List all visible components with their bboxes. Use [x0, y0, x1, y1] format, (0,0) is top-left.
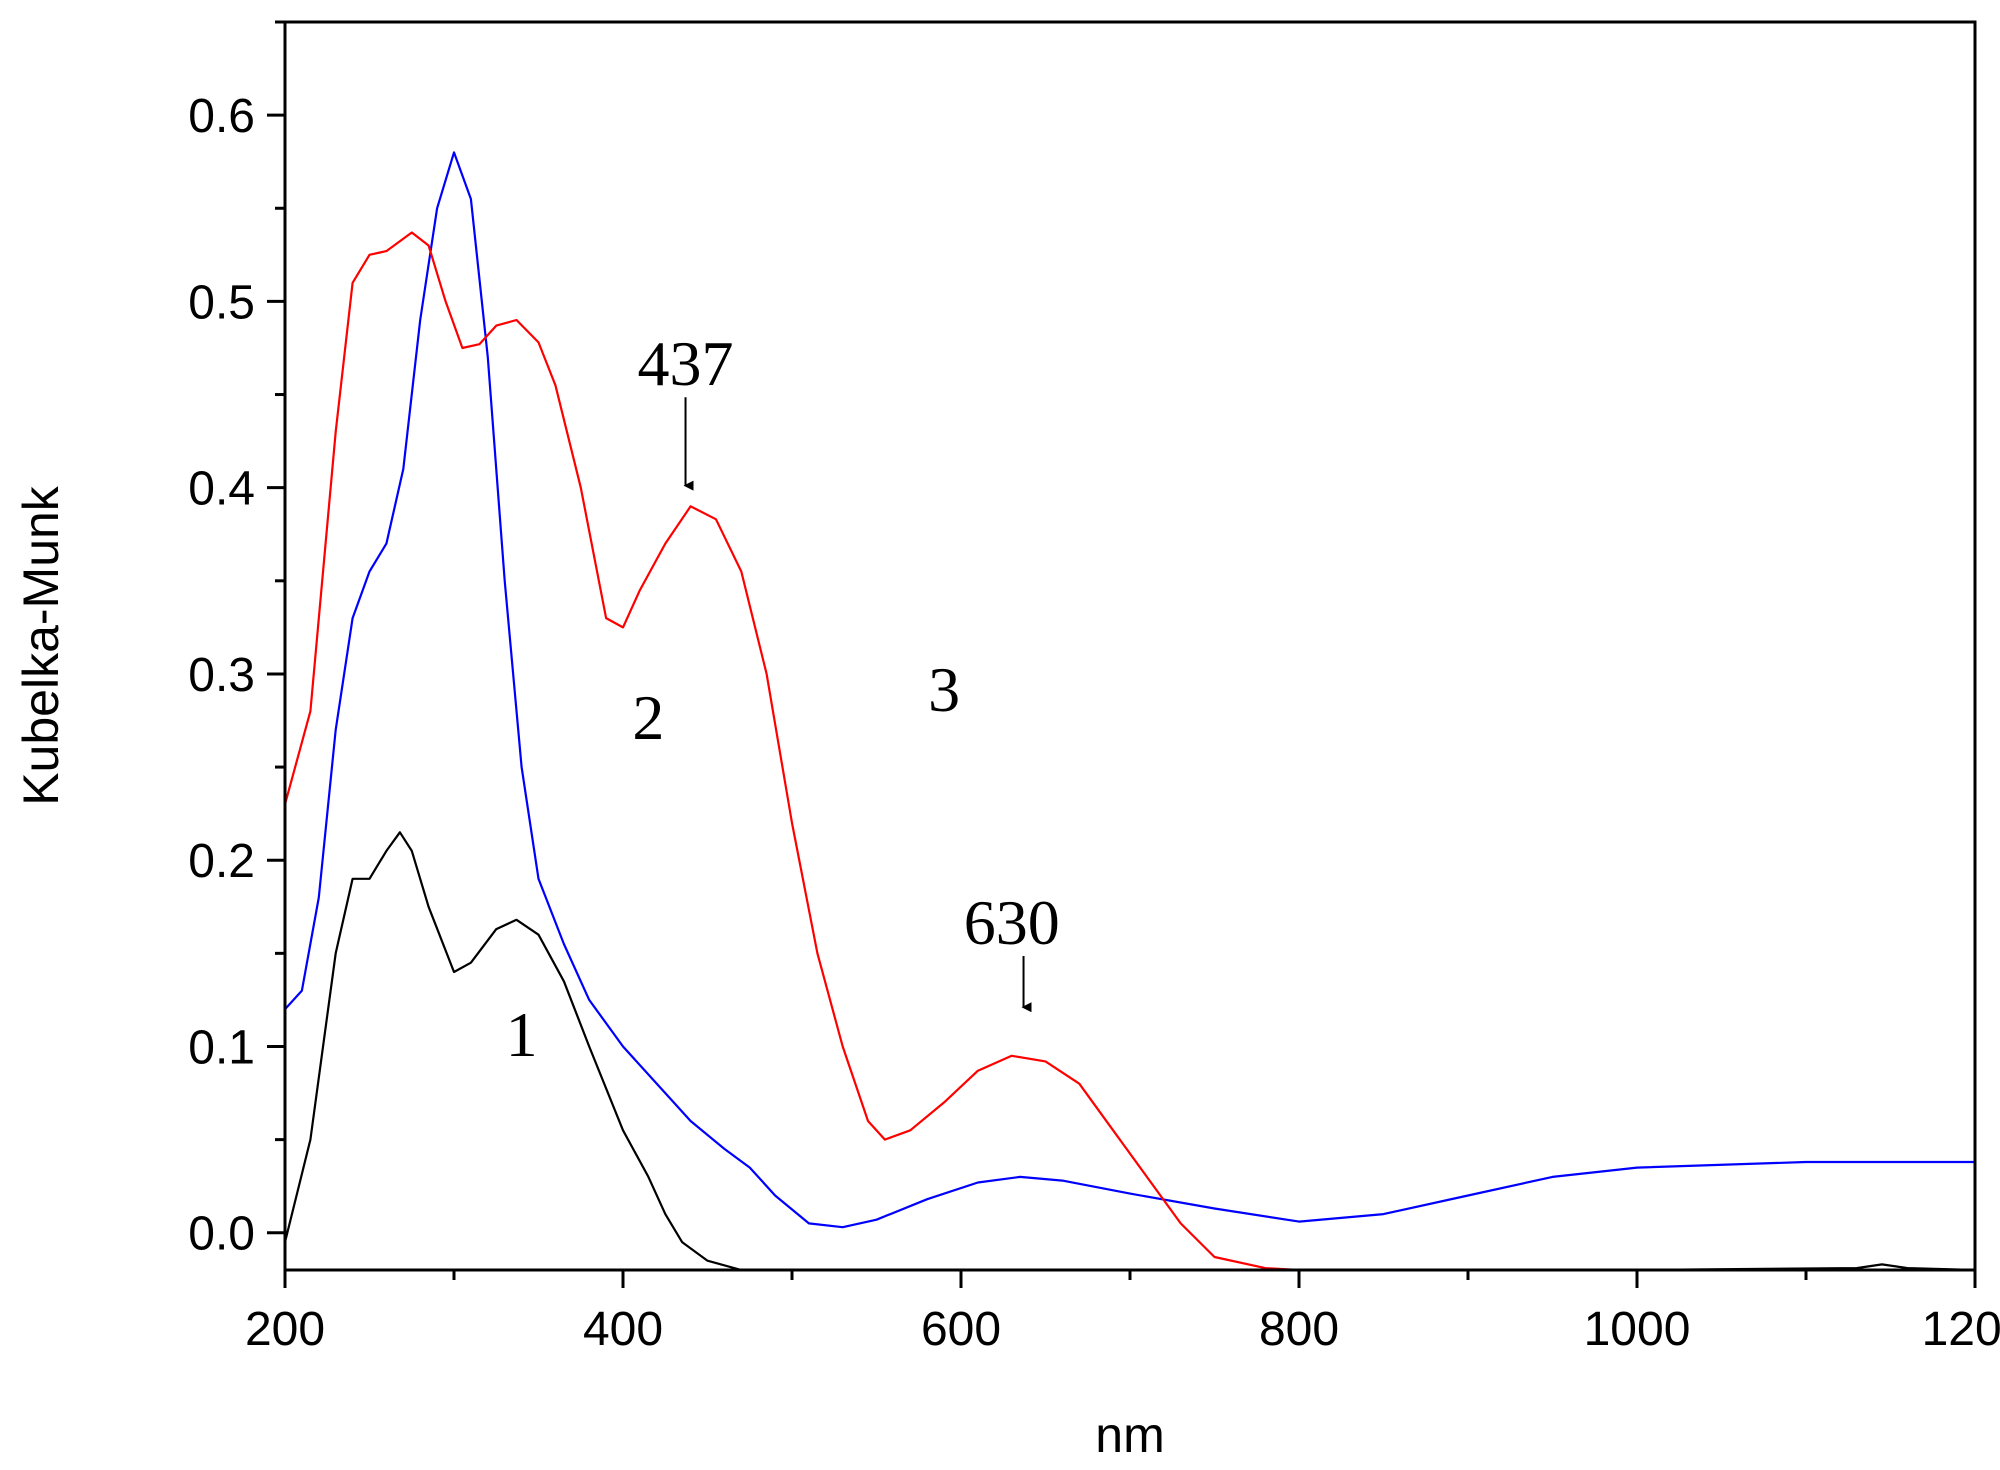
- y-tick-label: 0.5: [188, 276, 255, 329]
- y-tick-label: 0.0: [188, 1208, 255, 1261]
- plot-frame: [283, 20, 1977, 1272]
- x-tick-label: 1000: [1584, 1303, 1691, 1356]
- series-line-2: [284, 151, 1975, 1229]
- x-axis-label: nm: [1095, 1407, 1164, 1463]
- x-tick-label: 200: [245, 1303, 325, 1356]
- annotation-label: 437: [638, 328, 734, 399]
- x-tick-label: 800: [1259, 1303, 1339, 1356]
- annotation-label: 630: [964, 887, 1060, 958]
- annotation-label: 3: [928, 654, 960, 725]
- x-tick-label: 400: [583, 1303, 663, 1356]
- series-line-3: [283, 231, 1975, 1272]
- y-tick-label: 0.4: [188, 463, 255, 516]
- y-tick-label: 0.3: [188, 649, 255, 702]
- annotation-layer: 1 2 3 437 630: [506, 328, 1060, 1070]
- y-tick-label: 0.1: [188, 1021, 255, 1074]
- series-line-1: [283, 831, 1976, 1272]
- annotation-label: 1: [506, 999, 538, 1070]
- y-tick-label: 0.2: [188, 835, 255, 888]
- x-tick-label: 600: [921, 1303, 1001, 1356]
- annotation-label: 2: [632, 682, 664, 753]
- series-layer: [283, 151, 1976, 1272]
- y-tick-label: 0.6: [188, 90, 255, 143]
- y-axis-label: Kubelka-Munk: [13, 485, 69, 806]
